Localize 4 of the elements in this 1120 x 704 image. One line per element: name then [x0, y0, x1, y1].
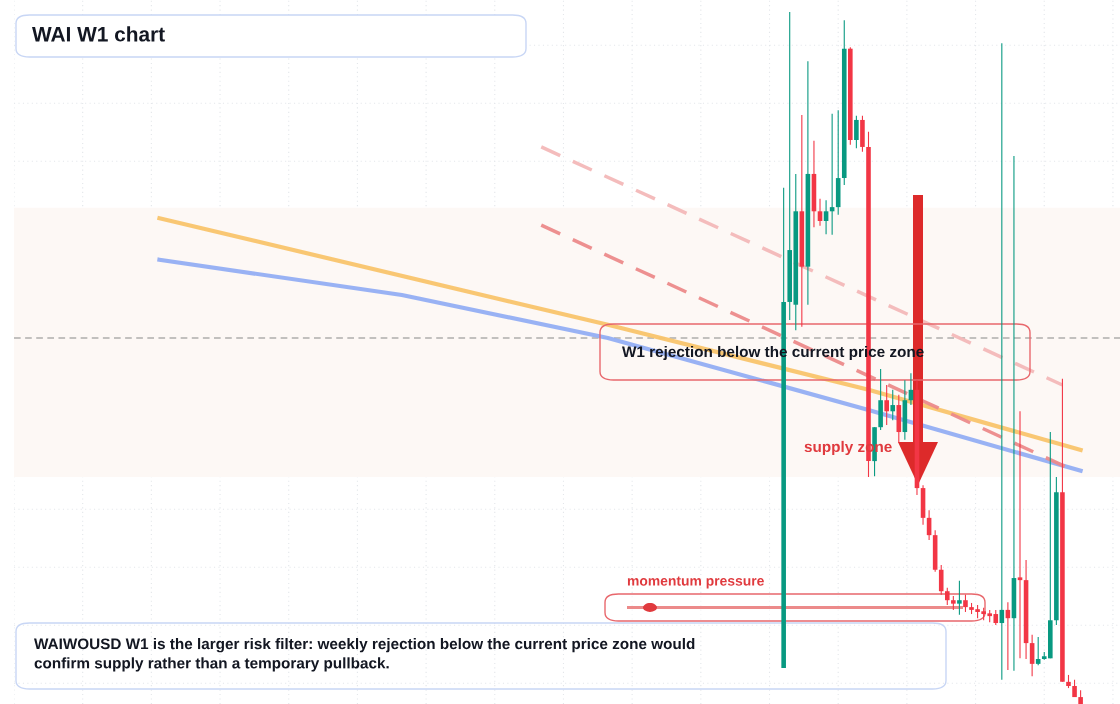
- annotation: WAIWOUSD W1 is the larger risk filter: weekly rejection below the current price zone would confirm supply rather than a temporary pullback.: [34, 638, 695, 672]
- annotation: momentum pressure: [627, 576, 764, 589]
- text: WAI W1 chart: [32, 26, 165, 42]
- candlestick: [1017, 411, 1023, 659]
